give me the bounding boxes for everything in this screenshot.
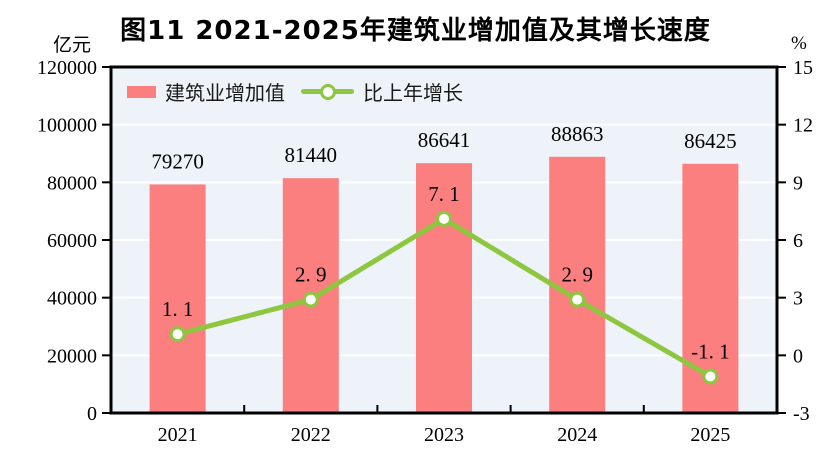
right-axis-tick-label: 15	[793, 57, 813, 79]
left-axis-tick-label: 60000	[47, 230, 97, 252]
line-value-label: 2. 9	[561, 263, 593, 287]
axis-ticks	[102, 66, 786, 414]
left-axis-tick-label: 80000	[47, 172, 97, 194]
left-axis-tick-label: 0	[87, 403, 97, 425]
x-axis-category-label: 2024	[557, 424, 597, 446]
right-axis-tick-label: 6	[793, 230, 803, 252]
left-axis-unit-label: 亿元	[53, 34, 92, 56]
bar-value-label: 79270	[151, 149, 204, 173]
right-axis-tick-label: 0	[793, 345, 803, 367]
bar-value-label: 86641	[418, 128, 471, 152]
x-axis-category-label: 2022	[291, 424, 331, 446]
line-value-label: -1. 1	[691, 339, 730, 363]
line-value-label: 7. 1	[428, 182, 460, 206]
legend-label-bar: 建筑业增加值	[165, 81, 285, 105]
legend-item-bar: 建筑业增加值	[127, 77, 285, 106]
marker-2025	[702, 368, 719, 385]
bar-swatch-icon	[127, 85, 156, 98]
right-axis-tick-label: 9	[793, 172, 803, 194]
line-value-label: 1. 1	[162, 297, 194, 321]
marker-2024	[569, 291, 586, 308]
line-value-label: 2. 9	[295, 263, 327, 287]
marker-2021	[169, 326, 186, 343]
right-axis-tick-label: 3	[793, 288, 803, 310]
line-marker-icon	[319, 83, 336, 100]
left-axis-tick-label: 40000	[47, 288, 97, 310]
bar-value-label: 81440	[285, 143, 338, 167]
line-swatch-icon	[301, 83, 354, 100]
x-axis-category-label: 2025	[690, 424, 730, 446]
left-axis-tick-label: 100000	[37, 115, 97, 137]
marker-2023	[436, 210, 452, 227]
right-axis-tick-label: 12	[793, 115, 813, 137]
bar-2024	[549, 156, 606, 413]
bar-value-label: 88863	[551, 122, 604, 146]
bar-series	[149, 156, 739, 413]
right-axis-unit-label: %	[791, 33, 807, 54]
chart-legend: 建筑业增加值 比上年增长	[127, 77, 463, 106]
right-axis-tick-label: -3	[793, 403, 810, 425]
line-markers	[169, 210, 719, 385]
bar-value-label: 86425	[684, 129, 737, 153]
data-labels: 79270 81440 86641 88863 86425 1. 1 2. 9 7. 1 2. …	[151, 122, 736, 364]
chart-title: 图11 2021-2025年建筑业增加值及其增长速度	[120, 16, 711, 46]
axis-tick-labels: 0 20000 40000 60000 80000 100000 120000 -3 0 3 6 9 1…	[37, 57, 813, 446]
bar-2023	[416, 163, 472, 413]
legend-label-line: 比上年增长	[363, 81, 463, 105]
x-axis-category-label: 2021	[158, 424, 198, 446]
left-axis-tick-label: 120000	[37, 57, 97, 79]
marker-2022	[302, 291, 319, 308]
legend-item-line: 比上年增长	[301, 77, 463, 106]
left-axis-tick-label: 20000	[47, 345, 97, 367]
bar-2021	[149, 184, 206, 413]
x-axis-category-label: 2023	[424, 424, 464, 446]
